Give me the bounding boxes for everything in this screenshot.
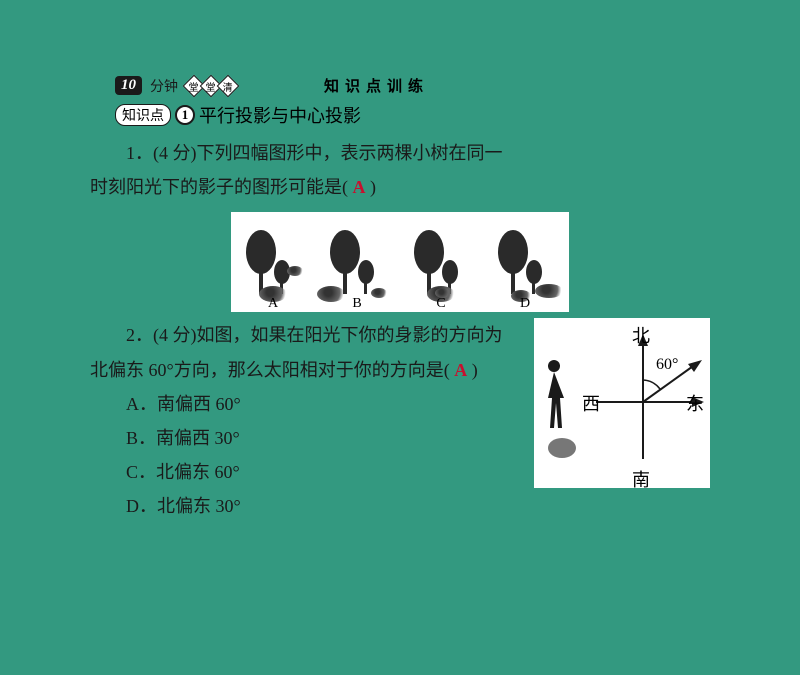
compass-east: 东 [686,390,704,416]
diamond-3: 清 [217,74,240,97]
q2-option-c: C．北偏东 60° [90,455,524,489]
badge-10: 10 [115,76,142,95]
diamond-group: 堂 堂 清 [186,78,236,94]
minutes-label: 分钟 [150,76,178,96]
q2-option-d: D．北偏东 30° [90,489,524,523]
compass-figure: 北 南 西 东 60° [534,318,710,488]
compass-west: 西 [582,390,600,416]
option-label-b: B [317,296,397,312]
q1-line1: 1．(4 分)下列四幅图形中，表示两棵小树在同一 [126,143,503,163]
q2-option-a: A．南偏西 60° [90,387,524,421]
q2-line2b: ) [467,360,478,380]
option-label-d: D [485,296,565,312]
compass-angle: 60° [656,356,678,374]
compass-south: 南 [632,466,650,492]
compass-north: 北 [632,322,650,348]
q2-line2: 北偏东 60°方向，那么太阳相对于你的方向是( [90,360,454,380]
option-label-c: C [401,296,481,312]
q2-row: 2．(4 分)如图，如果在阳光下你的身影的方向为 北偏东 60°方向，那么太阳相… [90,318,710,523]
q2-option-b: B．南偏西 30° [90,421,524,455]
person-icon [538,358,576,468]
tree-options-figure: A B C [231,212,569,312]
q2-text: 2．(4 分)如图，如果在阳光下你的身影的方向为 北偏东 60°方向，那么太阳相… [90,318,524,523]
section-number: 1 [175,105,195,125]
q2-line1: 2．(4 分)如图，如果在阳光下你的身影的方向为 [126,325,503,345]
kpt-title: 知识点训练 [324,75,429,96]
header-row: 10 分钟 堂 堂 清 知识点训练 [115,75,800,96]
option-label-a: A [233,296,313,312]
q1-line2: 时刻阳光下的影子的图形可能是( [90,177,353,197]
q1-line2b: ) [366,177,377,197]
q1-text: 1．(4 分)下列四幅图形中，表示两棵小树在同一 时刻阳光下的影子的图形可能是(… [90,136,710,204]
q2-answer: A [454,360,467,380]
section-row: 知识点 1 平行投影与中心投影 [115,102,800,128]
section-title: 平行投影与中心投影 [199,102,361,128]
zsd-badge: 知识点 [115,104,171,126]
q1-answer: A [353,177,366,197]
